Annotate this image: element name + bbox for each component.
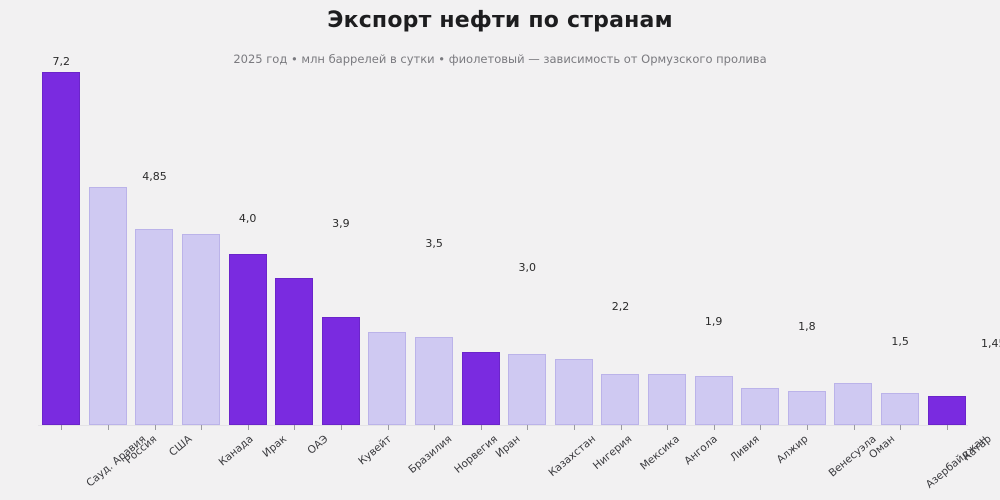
x-axis-tick [247,425,249,430]
x-axis-tick [201,425,203,430]
bar-value-label: 7,2 [52,55,71,69]
x-axis-tick [434,425,436,430]
x-axis-tick [480,425,482,430]
bar-value-label: 1,45 [981,336,1000,350]
bar-Катар[interactable] [927,395,966,425]
bar-Ангола[interactable] [648,373,687,425]
bar-value-label: 3,0 [518,261,537,274]
x-axis-label-США: США [166,433,194,459]
bar-value-label: 3,5 [425,236,443,250]
chart-title: Экспорт нефти по странам [327,8,673,33]
bar-Венесуэла[interactable] [787,390,826,425]
x-axis-label-Кувейт: Кувейт [356,433,394,468]
x-axis-tick [946,425,948,430]
bar-value-label: 2,2 [611,300,630,314]
x-axis-tick [853,425,855,430]
bar-Норвегия[interactable] [415,336,454,425]
bar-Сауд. Аравия[interactable] [42,72,81,425]
bar-Нигерия[interactable] [554,358,593,425]
bar-slot: 4,0 [131,68,256,425]
bar-slot: 2,2 [318,68,629,425]
x-axis-tick [713,425,715,430]
x-axis-label-Ангола: Ангола [682,433,720,468]
bar-Мексика[interactable] [601,373,640,425]
bar-slot: 1,45 [504,68,1000,425]
x-axis-tick [620,425,622,430]
x-axis-label-Иран: Иран [493,433,523,461]
x-axis-label-ОАЭ: ОАЭ [305,433,331,457]
bar-ОАЭ[interactable] [275,278,314,425]
x-axis-tick [806,425,808,430]
bar-Иран[interactable] [461,351,500,425]
x-axis-label-Алжир: Алжир [774,433,811,466]
bar-slot: 0,75 [737,68,784,425]
bar-Кувейт[interactable] [321,317,360,425]
bar-slot: 7,2 [38,55,85,425]
x-axis-baseline [38,425,968,426]
x-axis-tick [667,425,669,430]
bar-slot: 1,0 [690,68,737,425]
bar-slot: 3,9 [178,68,350,425]
bar-value-label: 1,8 [798,319,816,333]
chart-subtitle: 2025 год • млн баррелей в сутки • фиолет… [233,52,767,66]
x-axis-tick [387,425,389,430]
bar-slot: 1,35 [551,68,598,425]
bar-slot: 1,9 [364,68,722,425]
bar-slot: 1,8 [411,68,816,425]
x-axis-label-Сауд. Аравия: Сауд. Аравия [84,433,149,490]
x-axis-tick [760,425,762,430]
bar-Канада[interactable] [182,233,221,425]
bar-Ливия[interactable] [694,376,733,425]
x-axis-tick [294,425,296,430]
x-axis-tick [527,425,529,430]
x-axis-tick [340,425,342,430]
x-axis-tick [154,425,156,430]
x-axis-label-Нигерия: Нигерия [590,433,635,473]
bar-Казахстан[interactable] [508,353,547,425]
bar-slot: 3,5 [224,68,443,425]
x-axis-tick [61,425,63,430]
bar-Оман[interactable] [834,383,873,425]
bar-Ирак[interactable] [228,253,267,425]
x-axis-label-Ирак: Ирак [260,433,289,460]
bar-slot: 1,5 [457,68,909,425]
bar-slot: 1,05 [597,68,644,425]
plot-area: 7,24,854,03,93,53,02,21,91,81,51,451,351… [38,55,1000,425]
x-axis-label-Казахстан: Казахстан [546,433,599,480]
x-axis-label-Бразилия: Бразилия [405,433,454,476]
x-axis-tick [573,425,575,430]
bar-slot: 4,85 [85,68,167,425]
bar-Бразилия[interactable] [368,331,407,425]
bar-slot: 0,7 [784,68,831,425]
x-axis-label-Ливия: Ливия [727,433,762,465]
bar-slot: 1,05 [644,68,691,425]
bar-Россия[interactable] [88,187,127,425]
bar-slot: 0,85 [830,68,877,425]
x-axis-label-Норвегия: Норвегия [452,433,501,476]
bar-slot: 0,6 [923,68,970,425]
bar-США[interactable] [135,229,174,425]
x-axis-label-Канада: Канада [216,433,256,469]
x-axis-tick [900,425,902,430]
x-axis-label-Мексика: Мексика [637,433,682,473]
bar-value-label: 4,85 [142,170,167,184]
bar-value-label: 4,0 [238,212,257,225]
bar-slot: 3,0 [271,68,536,425]
bar-value-label: 3,9 [332,216,350,230]
bar-Алжир[interactable] [741,388,780,425]
bar-value-label: 1,5 [891,334,909,348]
bar-value-label: 1,9 [704,314,723,328]
x-axis-tick [107,425,109,430]
bar-slot: 0,65 [877,68,924,425]
bar-Азербайджан[interactable] [881,393,920,425]
